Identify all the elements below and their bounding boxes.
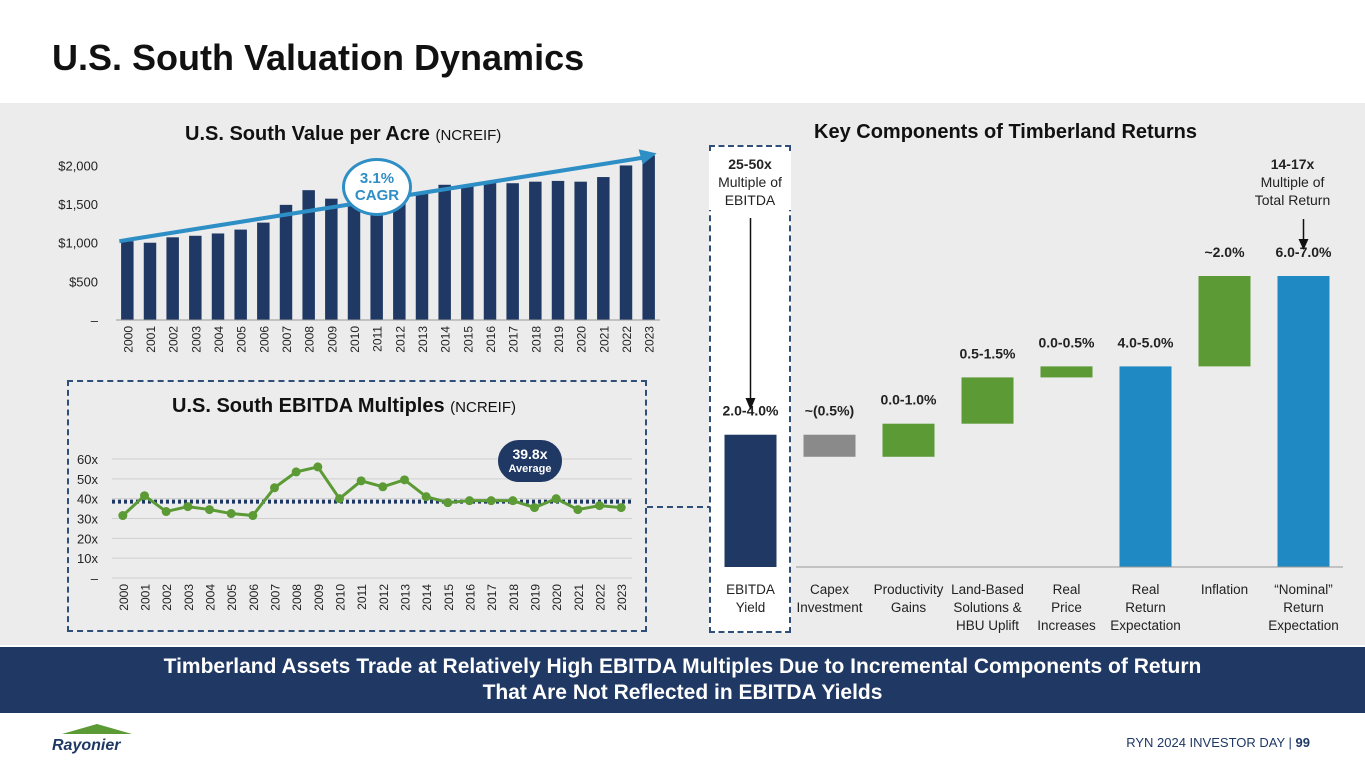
total-return-line2: Total Return [1254, 192, 1331, 209]
ebitda-multiples-box [67, 380, 647, 632]
cagr-callout-label: CAGR [354, 187, 400, 204]
banner-line-1: Timberland Assets Trade at Relatively Hi… [163, 654, 1202, 678]
ebitda-multiple-line2: EBITDA [724, 192, 776, 209]
returns-chart-title: Key Components of Timberland Returns [814, 121, 1198, 143]
rayonier-logo-text: Rayonier [52, 737, 121, 754]
cagr-callout: 3.1% CAGR [342, 158, 412, 216]
average-callout: 39.8x Average [498, 440, 562, 482]
total-return-multiple-value: 14-17x [1270, 156, 1315, 172]
banner-line-2: That Are Not Reflected in EBITDA Yields [482, 681, 883, 704]
ebitda-multiple-value: 25-50x [728, 156, 772, 172]
average-callout-value: 39.8x [512, 446, 548, 463]
value-chart-title-main: U.S. South Value per Acre [185, 123, 430, 145]
ebitda-yield-highlight-box [709, 145, 791, 633]
ebitda-chart-title: U.S. South EBITDA Multiples (NCREIF) [172, 395, 516, 418]
ebitda-multiple-callout: 25-50x Multiple of EBITDA [709, 155, 791, 210]
total-return-callout: 14-17x Multiple of Total Return [1240, 155, 1345, 210]
footer-event: RYN 2024 INVESTOR DAY | [1126, 735, 1296, 750]
ebitda-multiple-line1: Multiple of [718, 174, 782, 191]
total-return-line1: Multiple of [1260, 174, 1325, 191]
page-title: U.S. South Valuation Dynamics [52, 37, 585, 78]
value-chart-title: U.S. South Value per Acre (NCREIF) [185, 123, 501, 146]
cagr-callout-value: 3.1% [359, 169, 395, 187]
rayonier-logo-icon [62, 724, 132, 734]
summary-banner: Timberland Assets Trade at Relatively Hi… [0, 647, 1365, 713]
footer: RYN 2024 INVESTOR DAY | 99 [1126, 735, 1310, 750]
ebitda-chart-title-main: U.S. South EBITDA Multiples [172, 395, 445, 417]
page-number: 99 [1295, 735, 1310, 750]
ebitda-chart-title-suffix: (NCREIF) [450, 399, 516, 416]
value-chart-title-suffix: (NCREIF) [435, 127, 502, 144]
average-callout-label: Average [508, 462, 552, 475]
